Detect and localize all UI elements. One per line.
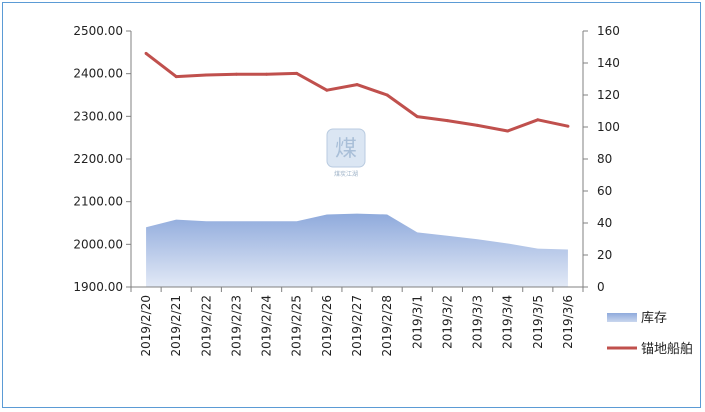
right-axis-tick-label: 160 (597, 24, 620, 38)
left-axis-tick-label: 2100.00 (73, 195, 123, 209)
right-axis-tick-label: 120 (597, 88, 620, 102)
x-axis-tick-label: 2019/2/23 (229, 295, 243, 357)
x-axis-tick-label: 2019/2/26 (320, 295, 334, 357)
x-axis-tick-label: 2019/3/5 (531, 295, 545, 349)
anchorage-point (566, 124, 570, 128)
anchorage-point (234, 72, 238, 76)
x-axis-tick-label: 2019/2/25 (290, 295, 304, 357)
anchorage-point (265, 72, 269, 76)
left-axis-tick-label: 2000.00 (73, 237, 123, 251)
watermark-logo: 煤 煤炭江湖 (326, 128, 366, 178)
anchorage-point (144, 51, 148, 55)
anchorage-point (355, 83, 359, 87)
right-axis-tick-label: 0 (597, 280, 605, 294)
watermark-logo-box (326, 128, 366, 168)
anchorage-line-layer (144, 51, 570, 133)
watermark-caption: 煤炭江湖 (334, 170, 358, 178)
x-axis-tick-label: 2019/2/21 (169, 295, 183, 357)
left-axis-tick-label: 2200.00 (73, 152, 123, 166)
chart-frame: 煤 煤炭江湖 1900.00 2000.00 2100.00 2200.00 2300.… (2, 2, 701, 408)
anchorage-point (325, 88, 329, 92)
x-axis-tick-label: 2019/3/3 (471, 295, 485, 349)
anchorage-point (204, 73, 208, 77)
right-axis-tick-label: 40 (597, 216, 612, 230)
right-axis-tick-label: 60 (597, 184, 612, 198)
x-axis-tick-label: 2019/2/24 (260, 295, 274, 357)
anchorage-line (145, 52, 569, 133)
anchorage-point (174, 75, 178, 79)
left-axis-tick-label: 1900.00 (73, 280, 123, 294)
legend-label-inventory: 库存 (641, 310, 667, 326)
chart-svg: 煤 煤炭江湖 1900.00 2000.00 2100.00 2200.00 2300.… (73, 24, 693, 357)
x-axis-tick-label: 2019/2/28 (380, 295, 394, 357)
x-axis-tick-label: 2019/3/2 (440, 295, 454, 349)
left-axis-tick-label: 2400.00 (73, 67, 123, 81)
anchorage-point (385, 93, 389, 97)
inventory-area-layer (146, 213, 568, 287)
watermark-logo-glyph: 煤 (335, 137, 357, 162)
left-axis-tick-label: 2500.00 (73, 24, 123, 38)
anchorage-point (536, 118, 540, 122)
x-axis-tick-label: 2019/3/1 (410, 295, 424, 349)
legend-swatch-inventory (607, 313, 637, 322)
x-axis-tick-label: 2019/2/22 (199, 295, 213, 357)
inventory-area (146, 213, 568, 287)
legend: 库存 锚地船舶 (607, 310, 693, 357)
anchorage-point (295, 71, 299, 75)
right-axis-tick-label: 80 (597, 152, 612, 166)
axes-layer (126, 30, 588, 292)
anchorage-point (415, 115, 419, 119)
right-axis-tick-label: 100 (597, 120, 620, 134)
anchorage-point (445, 119, 449, 123)
anchorage-point (506, 129, 510, 133)
legend-label-anchorage: 锚地船舶 (641, 341, 693, 357)
x-axis-tick-label: 2019/3/4 (501, 295, 515, 349)
x-axis-tick-label: 2019/2/27 (350, 295, 364, 357)
x-axis-tick-label: 2019/3/6 (561, 295, 575, 349)
tick-labels-layer: 1900.00 2000.00 2100.00 2200.00 2300.00 2400.… (73, 24, 620, 357)
left-axis-tick-label: 2300.00 (73, 109, 123, 123)
right-axis-tick-label: 140 (597, 56, 620, 70)
x-axis-tick-label: 2019/2/20 (139, 295, 153, 357)
anchorage-point (476, 123, 480, 127)
right-axis-tick-label: 20 (597, 248, 612, 262)
